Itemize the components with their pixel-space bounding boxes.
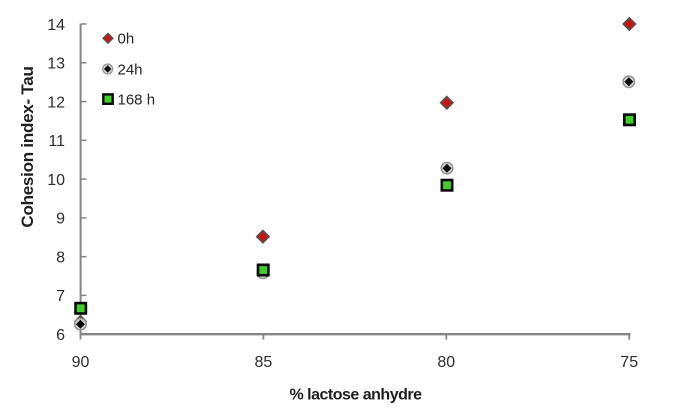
svg-text:12: 12 xyxy=(47,94,65,111)
svg-text:9: 9 xyxy=(56,211,65,228)
svg-text:85: 85 xyxy=(255,354,273,371)
svg-text:0h: 0h xyxy=(118,31,135,48)
svg-text:90: 90 xyxy=(72,354,90,371)
svg-text:7: 7 xyxy=(56,288,65,305)
svg-text:168 h: 168 h xyxy=(118,91,156,108)
svg-text:Cohesion index- Tau: Cohesion index- Tau xyxy=(18,66,37,227)
svg-text:6: 6 xyxy=(56,327,65,344)
svg-text:10: 10 xyxy=(47,172,65,189)
svg-text:75: 75 xyxy=(620,354,638,371)
svg-text:8: 8 xyxy=(56,250,65,267)
svg-text:24h: 24h xyxy=(118,61,143,78)
svg-text:14: 14 xyxy=(47,17,65,34)
svg-text:11: 11 xyxy=(48,133,65,150)
svg-text:13: 13 xyxy=(47,56,65,73)
svg-text:% lactose anhydre: % lactose anhydre xyxy=(290,387,423,404)
svg-text:80: 80 xyxy=(437,354,455,371)
